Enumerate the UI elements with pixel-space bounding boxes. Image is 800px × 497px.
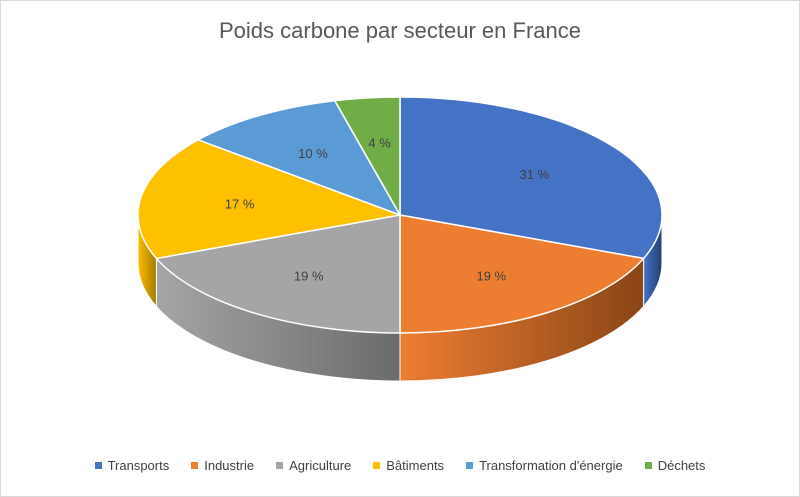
slice-industrie (399, 214, 646, 334)
data-label: 10 % (298, 146, 328, 161)
data-label: 31 % (520, 167, 550, 182)
data-label: 19 % (294, 269, 324, 284)
legend-item: Transformation d'énergie (466, 458, 623, 473)
legend-swatch (373, 462, 381, 469)
legend-swatch (276, 462, 284, 469)
legend-swatch (466, 462, 474, 469)
legend-label: Bâtiments (386, 458, 445, 473)
legend-item: Industrie (191, 458, 254, 473)
legend-item: Déchets (644, 458, 706, 473)
legend-label: Industrie (204, 458, 255, 473)
legend-swatch (644, 462, 652, 469)
legend-label: Agriculture (289, 458, 352, 473)
slice-d-chets (333, 96, 401, 218)
legend-item: Bâtiments (373, 458, 444, 473)
legend-swatch (94, 462, 102, 469)
legend-label: Déchets (657, 458, 706, 473)
legend-item: Transports (94, 458, 170, 473)
slice-agriculture (154, 214, 401, 334)
pie-top (137, 96, 663, 334)
legend-label: Transports (107, 458, 170, 473)
data-label: 19 % (476, 269, 506, 284)
legend: Transports Industrie Agriculture Bâtiments T… (0, 458, 800, 473)
slice-b-timents (137, 138, 403, 260)
legend-item: Agriculture (276, 458, 351, 473)
data-label: 4 % (368, 135, 391, 150)
legend-swatch (191, 462, 199, 469)
legend-label: Transformation d'énergie (479, 458, 623, 473)
slice-transports (399, 96, 663, 260)
chart-title: Poids carbone par secteur en France (219, 18, 581, 43)
slice-transformation-d-nergie (196, 99, 402, 217)
data-label: 17 % (225, 197, 255, 212)
slice-labels: 31 % 19 % 19 % 17 % 10 % 4 % (225, 135, 550, 283)
